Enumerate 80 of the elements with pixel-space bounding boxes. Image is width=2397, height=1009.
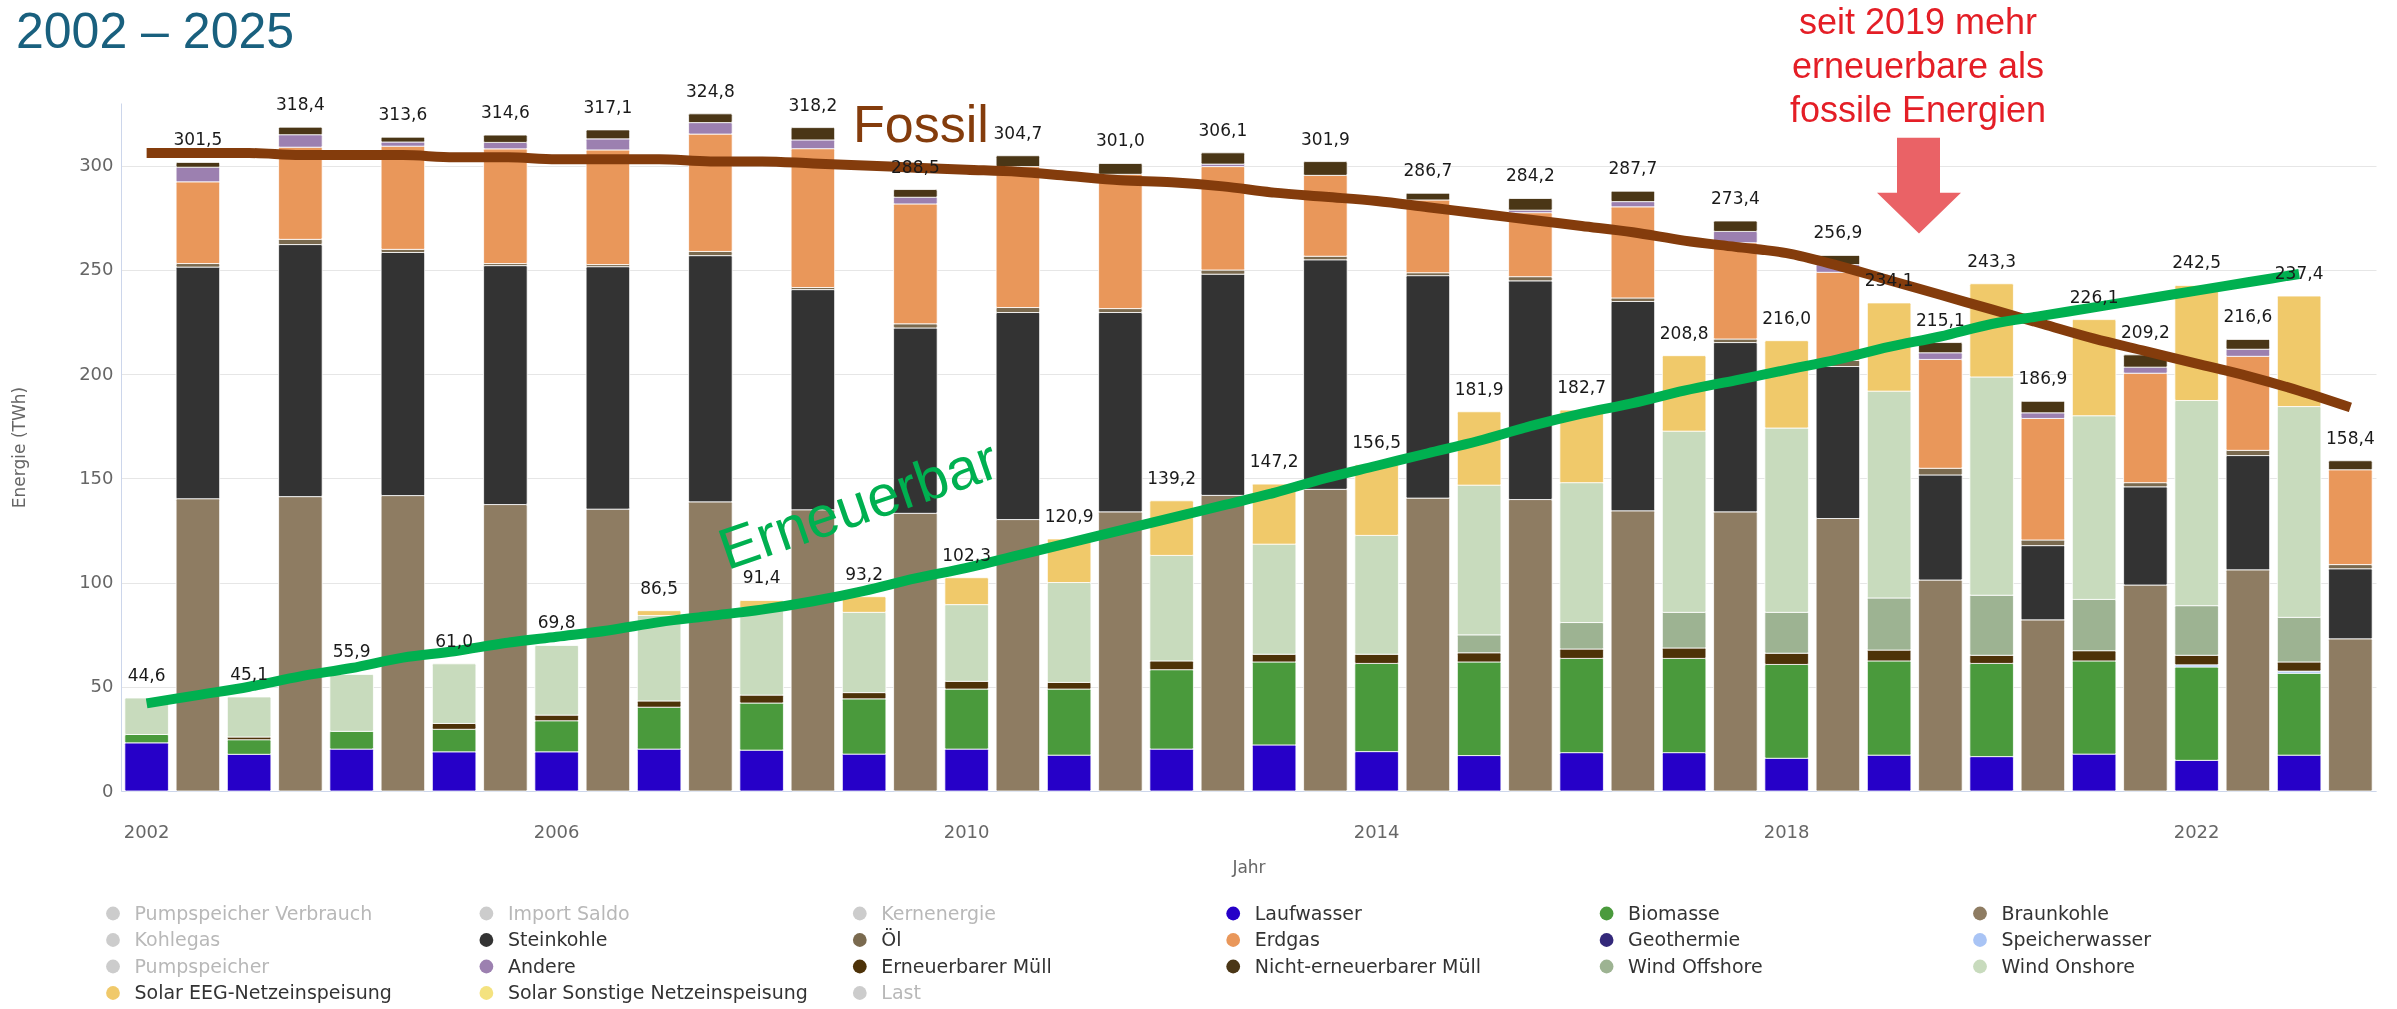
total-label: 120,9 [1044,505,1094,526]
total-label: 215,1 [1916,309,1965,330]
total-label: 284,2 [1506,165,1555,186]
y-tick-label: 300 [79,154,114,176]
total-label: 226,1 [2069,286,2119,307]
legend-label: Nicht-erneuerbarer Müll [1254,954,1482,977]
legend-label: Pumpspeicher [134,954,270,977]
total-label: 158,4 [2326,427,2375,448]
total-label: 317,1 [583,96,633,117]
x-tick-label: 2018 [1763,820,1810,842]
legend-label: Braunkohle [2001,901,2110,924]
total-label: 182,7 [1557,377,1606,398]
legend-label: Speicherwasser [2001,928,2152,950]
total-label: 45,1 [230,663,269,684]
total-label: 301,0 [1096,130,1145,151]
x-tick-label: 2014 [1353,820,1400,842]
legend-label: Wind Onshore [2001,954,2135,977]
y-tick-label: 50 [90,675,114,697]
total-label: 55,9 [332,641,371,662]
total-label: 256,9 [1813,222,1863,243]
x-tick-label: 2006 [533,820,580,842]
total-label: 147,2 [1249,451,1299,472]
legend-label: Kernenergie [881,901,996,924]
legend-label: Öl [881,928,902,950]
total-label: 287,7 [1608,158,1658,179]
total-label: 273,4 [1711,188,1760,208]
total-label: 301,9 [1301,128,1350,149]
total-label: 209,2 [2121,321,2170,342]
legend-label: Biomasse [1628,901,1720,924]
total-label: 44,6 [127,665,166,686]
legend-label: Steinkohle [507,928,608,950]
annotation: seit 2019 mehr erneuerbare als fossile Energien [1789,0,2047,130]
total-label: 139,2 [1147,467,1196,488]
total-label: 216,6 [2223,306,2273,327]
total-label: 243,3 [1967,250,2016,271]
total-label: 91,4 [742,567,781,588]
x-axis-title: Jahr [1231,856,1266,877]
legend-label: Solar Sonstige Netzeinspeisung [507,981,808,1003]
y-tick-label: 100 [79,571,114,593]
legend-label: Import Saldo [507,901,630,924]
legend-label: Erdgas [1254,928,1320,950]
series-label: Fossil [853,95,989,153]
total-label: 288,5 [891,156,940,177]
legend-label: Wind Offshore [1628,954,1763,977]
total-label: 156,5 [1352,431,1401,452]
total-label: 304,7 [993,122,1043,143]
total-label: 181,9 [1454,378,1504,399]
total-label: 208,8 [1659,322,1709,343]
chart-title: 2002 – 2025 [16,3,295,59]
total-label: 69,8 [537,612,576,633]
total-label: 93,2 [845,563,884,584]
legend-label: Kohlegas [134,928,221,950]
total-label: 216,0 [1762,307,1811,328]
legend-label: Laufwasser [1254,901,1362,924]
x-tick-label: 2002 [123,820,170,842]
total-label: 313,6 [378,104,428,125]
total-label: 242,5 [2172,252,2221,273]
legend-label: Geothermie [1628,928,1741,950]
legend-label: Solar EEG-Netzeinspeisung [134,981,392,1003]
x-tick-label: 2022 [2173,820,2220,842]
y-tick-label: 250 [79,258,114,280]
total-label: 86,5 [640,577,679,598]
total-label: 301,5 [173,129,223,150]
total-label: 318,2 [788,94,838,115]
legend-label: Pumpspeicher Verbrauch [134,901,373,924]
x-tick-label: 2010 [943,820,990,842]
total-label: 186,9 [2018,368,2068,389]
legend-label: Erneuerbarer Müll [881,954,1052,977]
legend-label: Last [881,981,921,1003]
y-axis-title: Energie (TWh) [9,386,30,509]
total-label: 286,7 [1403,160,1453,181]
y-tick-label: 150 [79,466,114,488]
total-label: 306,1 [1198,119,1248,140]
total-label: 318,4 [276,94,325,115]
total-label: 314,6 [481,102,530,123]
total-label: 61,0 [435,630,474,651]
total-label: 324,8 [686,80,735,101]
legend-label: Andere [507,954,576,977]
y-tick-label: 200 [79,362,114,384]
y-tick-label: 0 [102,779,114,801]
